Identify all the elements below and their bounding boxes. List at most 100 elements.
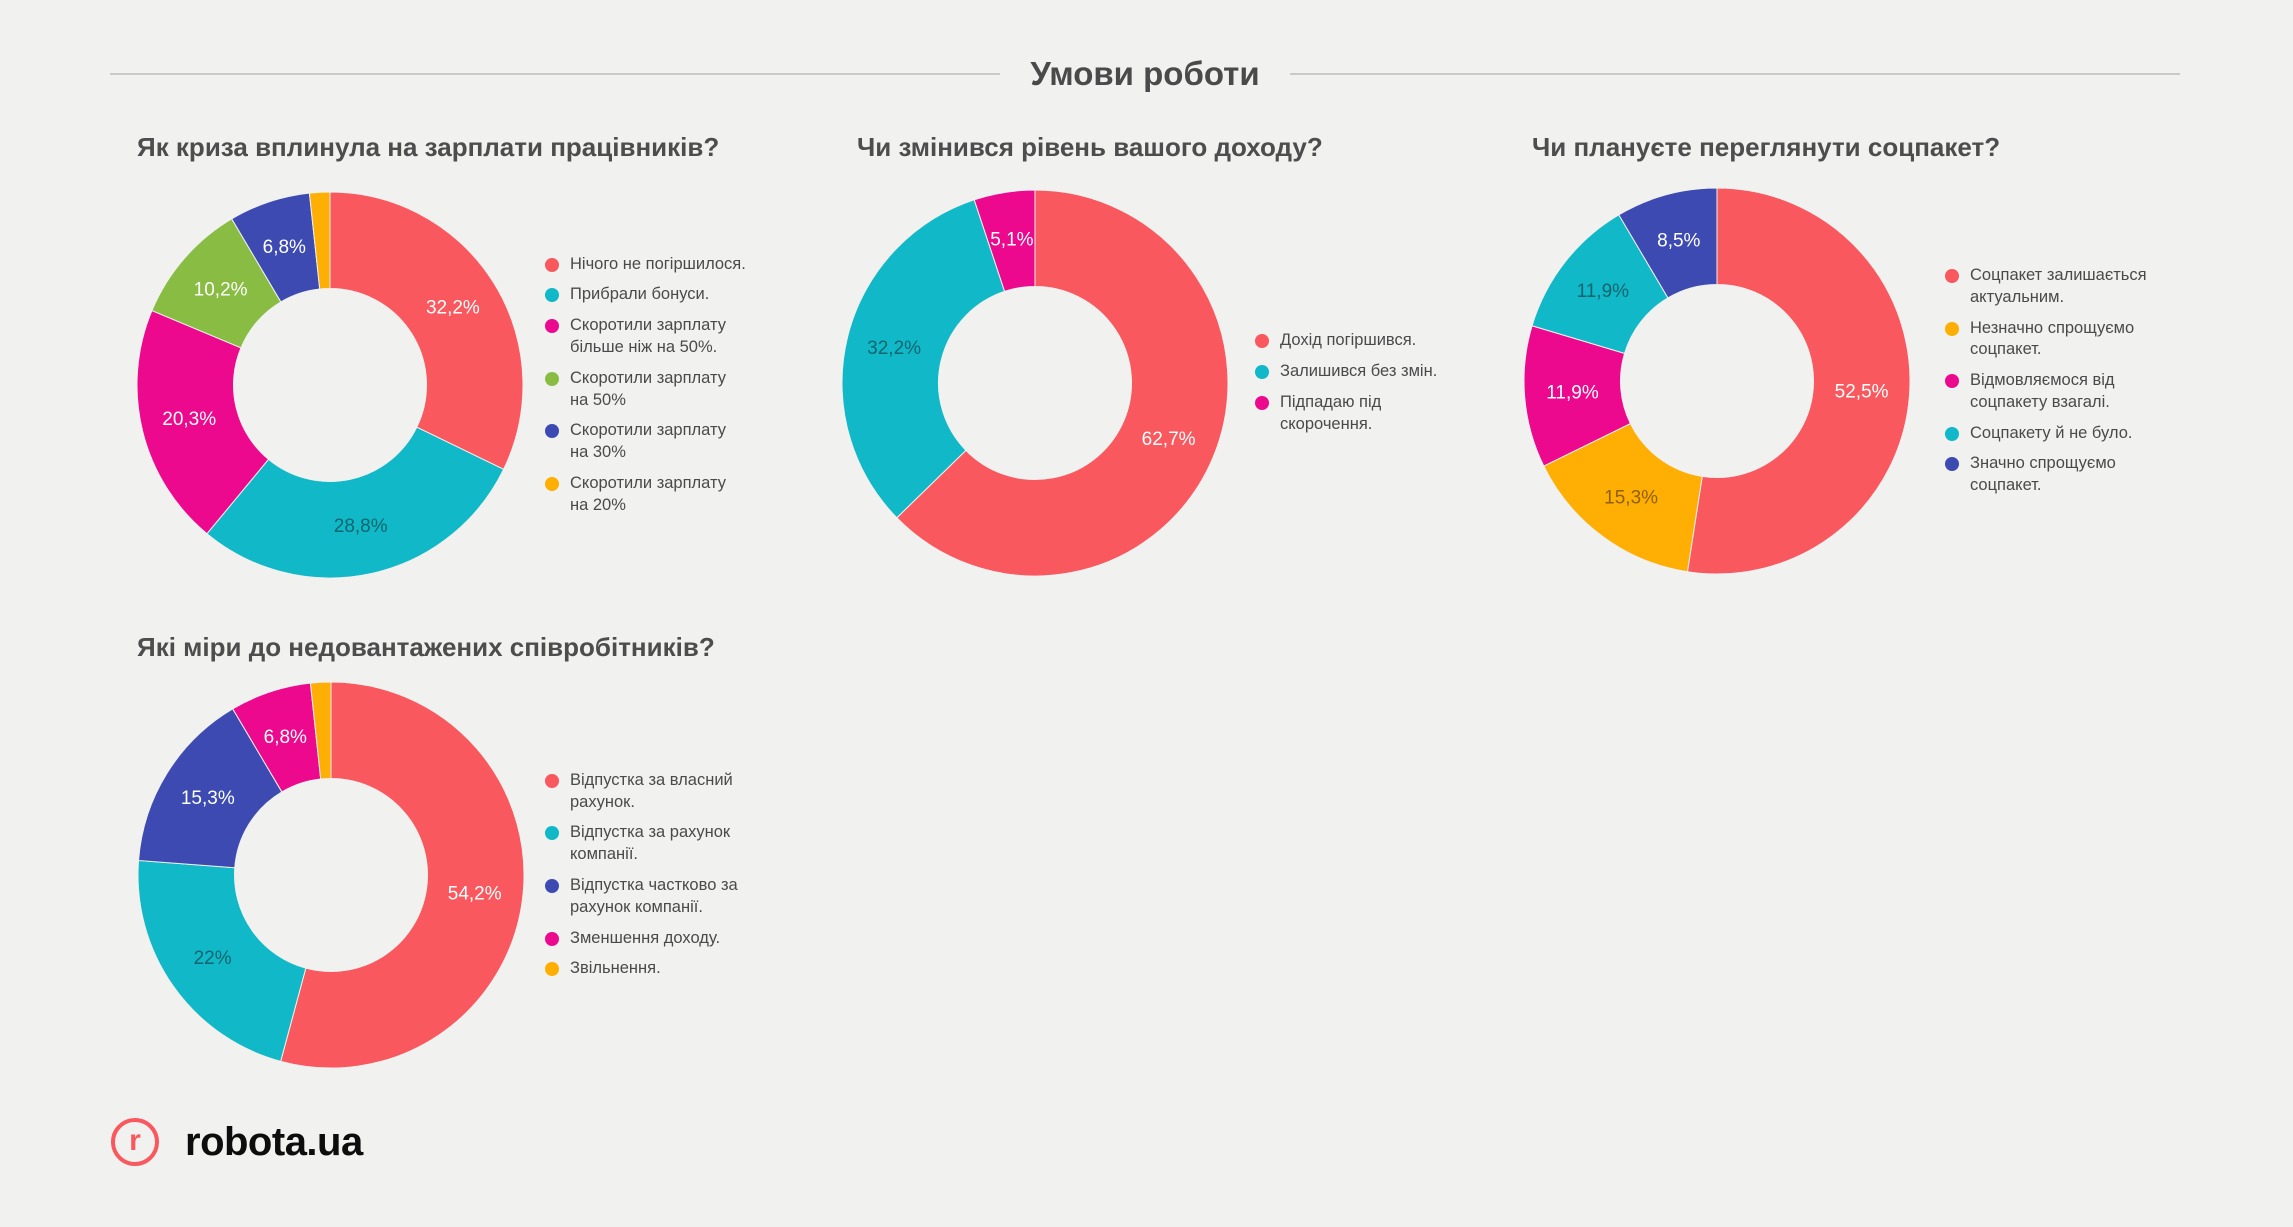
legend-item: Нічого не погіршилося.: [545, 254, 790, 276]
pie-slice: [138, 708, 283, 869]
slice-percent-label: 32,2%: [426, 298, 480, 319]
slice-percent-label: 15,3%: [181, 788, 235, 809]
logo: r robota.ua: [111, 1116, 363, 1168]
legend-item: Дохід погіршився.: [1255, 330, 1500, 352]
pie-slice: [841, 199, 1006, 519]
divider-line: [110, 73, 1001, 75]
pie-slice: [309, 681, 332, 780]
slice-percent-label: 11,9%: [1577, 281, 1630, 302]
chart-section-salaries: Як криза вплинула на зарплати працівникі…: [95, 130, 795, 610]
legend-dot: [1945, 321, 1959, 336]
legend-dot: [545, 931, 559, 946]
slice-percent-label: 6,8%: [263, 237, 306, 258]
slice-percent-label: 11,9%: [1546, 383, 1599, 404]
divider-line: [1289, 73, 2180, 75]
pie-slice: [137, 859, 307, 1062]
legend-label: Соцпакету й не було.: [1970, 423, 2133, 442]
pie-slice: [308, 191, 331, 290]
donut-chart: 32,2% 28,8% 20,3% 10,2% 6,8%: [130, 185, 530, 585]
chart-title: Чи змінився рівень вашого доходу?: [857, 132, 1323, 162]
legend-item: Скоротили зарплату на 50%: [545, 368, 790, 412]
donut-chart: 52,5% 15,3% 11,9% 11,9% 8,5%: [1517, 181, 1917, 581]
legend-label: Залишився без змін.: [1280, 362, 1438, 381]
legend-label: Відпустка за власний рахунок.: [570, 770, 733, 811]
chart-title: Які міри до недовантажених співробітникі…: [137, 632, 715, 662]
legend-item: Звільнення.: [545, 958, 790, 980]
legend-item: Незначно спрощуємо соцпакет.: [1945, 318, 2190, 362]
chart-title: Чи плануєте переглянути соцпакет?: [1532, 132, 2001, 162]
slice-percent-label: 54,2%: [448, 884, 502, 905]
pie-slice: [973, 189, 1036, 293]
legend-label: Скоротили зарплату більше ніж на 50%.: [570, 316, 726, 356]
pie-slice: [1618, 187, 1718, 299]
legend-label: Соцпакет залишається актуальним.: [1970, 266, 2147, 306]
donut-chart: 54,2% 22% 15,3% 6,8%: [131, 675, 531, 1075]
legend-label: Звільнення.: [570, 959, 661, 978]
legend-dot: [1255, 396, 1269, 410]
pie-slice: [136, 309, 270, 535]
chart-section-socpack: Чи плануєте переглянути соцпакет? 52,5% 1…: [1490, 130, 2210, 610]
chart-section-measures: Які міри до недовантажених співробітникі…: [95, 630, 795, 1110]
legend-item: Скоротили зарплату на 30%: [545, 420, 790, 464]
legend-item: Відмовляємося від соцпакету взагалі.: [1945, 370, 2190, 414]
slice-percent-label: 62,7%: [1142, 429, 1196, 450]
pie-slice: [896, 189, 1229, 577]
legend-item: Прибрали бонуси.: [545, 284, 790, 306]
legend-label: Скоротили зарплату на 20%: [570, 473, 726, 514]
legend-item: Відпустка за власний рахунок.: [545, 770, 790, 814]
legend-label: Незначно спрощуємо соцпакет.: [1970, 318, 2135, 359]
legend-item: Підпадаю під скорочення.: [1255, 392, 1500, 436]
legend-item: Відпустка за рахунок компанії.: [545, 822, 790, 866]
legend-dot: [545, 288, 559, 303]
legend-label: Прибрали бонуси.: [570, 285, 710, 304]
legend-item: Значно спрощуємо соцпакет.: [1945, 453, 2190, 497]
legend-label: Відпустка за рахунок компанії.: [570, 823, 731, 864]
legend-dot: [1945, 426, 1959, 441]
legend-label: Нічого не погіршилося.: [570, 254, 746, 273]
legend-label: Відмовляємося від соцпакету взагалі.: [1970, 371, 2115, 411]
slice-percent-label: 28,8%: [334, 516, 388, 537]
section-header: Умови роботи: [110, 44, 2180, 104]
legend-dot: [1945, 269, 1959, 284]
legend-item: Соцпакет залишається актуальним.: [1945, 265, 2190, 309]
legend-label: Зменшення доходу.: [570, 928, 721, 947]
slice-percent-label: 6,8%: [264, 727, 307, 748]
legend-label: Підпадаю під скорочення.: [1280, 393, 1382, 433]
donut-chart: 62,7% 32,2% 5,1%: [835, 183, 1235, 583]
slice-percent-label: 10,2%: [194, 279, 248, 300]
slice-percent-label: 32,2%: [867, 338, 921, 359]
legend-item: Скоротили зарплату більше ніж на 50%.: [545, 315, 790, 359]
slice-percent-label: 20,3%: [162, 409, 216, 430]
pie-slice: [206, 426, 505, 579]
chart-title: Як криза вплинула на зарплати працівникі…: [137, 132, 720, 162]
legend-dot: [545, 257, 559, 272]
legend-dot: [1255, 365, 1269, 380]
slice-percent-label: 5,1%: [990, 229, 1033, 250]
chart-legend: Нічого не погіршилося. Прибрали бонуси. Ск…: [545, 185, 790, 585]
slice-percent-label: 15,3%: [1604, 487, 1658, 508]
legend-item: Скоротили зарплату на 20%: [545, 473, 790, 517]
legend-label: Значно спрощуємо соцпакет.: [1970, 454, 2116, 495]
logo-text: robota.ua: [185, 1119, 363, 1164]
legend-dot: [545, 962, 559, 977]
legend-dot: [545, 826, 559, 841]
legend-dot: [1945, 457, 1959, 472]
legend-item: Соцпакету й не було.: [1945, 423, 2190, 445]
legend-dot: [1255, 334, 1269, 349]
pie-slice: [1686, 187, 1911, 575]
chart-section-income: Чи змінився рівень вашого доходу? 62,7% 3…: [815, 130, 1505, 610]
logo-letter: r: [129, 1124, 141, 1157]
legend-dot: [545, 476, 559, 491]
legend-dot: [545, 319, 559, 334]
legend-label: Відпустка частково за рахунок компанії.: [570, 876, 738, 916]
legend-item: Залишився без змін.: [1255, 361, 1500, 383]
legend-dot: [545, 424, 559, 439]
legend-dot: [1945, 374, 1959, 389]
pie-slice: [329, 191, 524, 471]
chart-legend: Дохід погіршився. Залишився без змін. Підп…: [1255, 183, 1500, 583]
legend-label: Дохід погіршився.: [1280, 331, 1417, 350]
legend-dot: [545, 773, 559, 788]
chart-legend: Соцпакет залишається актуальним. Незначно…: [1945, 181, 2190, 581]
slice-percent-label: 8,5%: [1657, 231, 1700, 252]
legend-item: Відпустка частково за рахунок компанії.: [545, 875, 790, 919]
